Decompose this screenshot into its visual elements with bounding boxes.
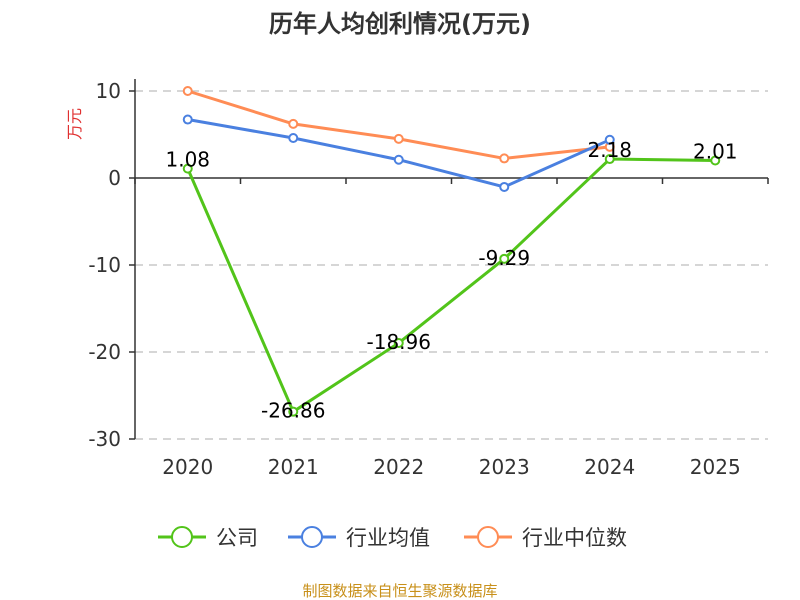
x-tick-label: 2024 — [584, 455, 635, 479]
x-tick-label: 2022 — [373, 455, 424, 479]
legend-label: 公司 — [216, 526, 258, 550]
data-point — [182, 86, 193, 96]
legend-item: 行业中位数 — [464, 526, 627, 550]
y-axis-label: 万元 — [65, 108, 84, 140]
x-tick-label: 2023 — [479, 455, 530, 479]
legend-label: 行业中位数 — [522, 526, 627, 550]
data-label: 2.18 — [587, 138, 632, 162]
y-tick-label: -30 — [88, 427, 121, 451]
data-point — [604, 154, 615, 165]
x-tick-label: 2025 — [690, 455, 741, 479]
data-point — [499, 253, 510, 264]
data-point — [182, 114, 193, 125]
legend-item: 行业均值 — [288, 526, 430, 550]
x-tick-label: 2021 — [268, 455, 319, 479]
legend-circle-icon — [477, 526, 499, 548]
series-line-公司 — [186, 157, 716, 414]
data-point — [393, 133, 404, 144]
data-point — [604, 134, 615, 145]
legend-circle-icon — [171, 526, 193, 548]
data-label: 2.01 — [693, 140, 738, 164]
data-point — [499, 153, 510, 164]
series-line-行业中位数 — [187, 89, 610, 160]
chart-title: 历年人均创利情况(万元) — [269, 10, 531, 38]
legend-item: 公司 — [158, 526, 258, 550]
data-point — [499, 181, 510, 192]
data-point — [288, 132, 299, 143]
y-tick-label: 10 — [96, 79, 121, 103]
data-label: -18.96 — [367, 330, 431, 354]
source-note: 制图数据来自恒生聚源数据库 — [302, 582, 497, 600]
y-tick-label: -10 — [88, 253, 121, 277]
data-label: -9.29 — [478, 246, 530, 270]
legend-circle-icon — [301, 526, 323, 548]
data-point — [393, 337, 404, 348]
data-point — [182, 163, 193, 174]
data-point — [393, 154, 404, 165]
y-tick-label: 0 — [108, 166, 121, 190]
data-label: 1.08 — [165, 148, 210, 172]
legend-label: 行业均值 — [346, 526, 430, 550]
y-tick-label: -20 — [88, 340, 121, 364]
data-point — [288, 118, 299, 129]
x-tick-label: 2020 — [162, 455, 213, 479]
data-point — [288, 406, 299, 417]
data-label: -26.86 — [261, 399, 325, 423]
data-point — [710, 155, 721, 166]
